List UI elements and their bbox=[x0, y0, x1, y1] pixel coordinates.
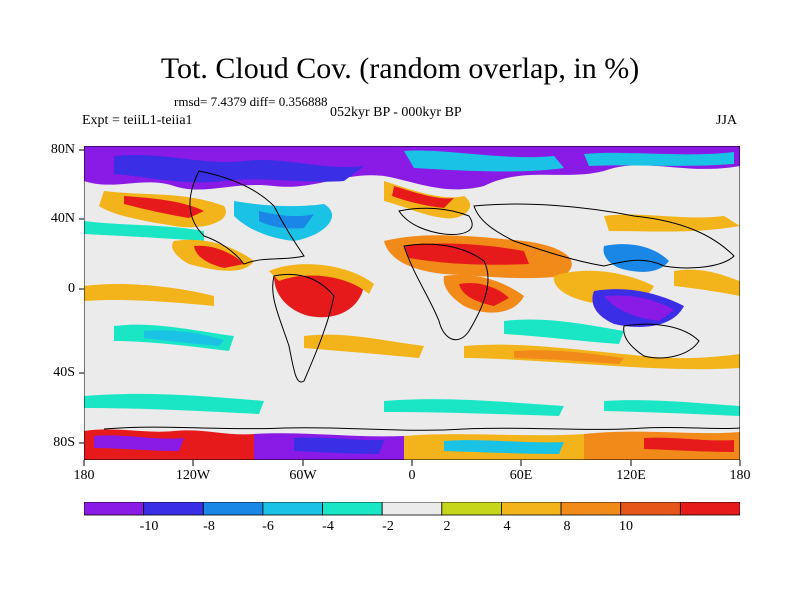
colorbar bbox=[84, 502, 740, 516]
colorbar-label: -2 bbox=[382, 519, 394, 534]
x-tick-label-0: 0 bbox=[408, 468, 416, 483]
coastlines bbox=[103, 170, 740, 431]
colorbar-label: 8 bbox=[563, 519, 571, 534]
colorbar-label: 4 bbox=[503, 519, 511, 534]
colorbar-label: -6 bbox=[262, 519, 274, 534]
colorbar-box bbox=[322, 502, 383, 516]
stats-text: rmsd= 7.4379 diff= 0.356888 bbox=[174, 94, 328, 109]
colorbar-label: -10 bbox=[139, 519, 159, 534]
colorbar-box bbox=[679, 502, 740, 516]
colorbar-box bbox=[202, 502, 264, 516]
colorbar-label: -8 bbox=[203, 519, 215, 534]
x-tick-label-120w: 120W bbox=[175, 468, 211, 483]
season-label: JJA bbox=[716, 113, 738, 128]
cloud-cover-map bbox=[84, 146, 740, 460]
colorbar-label: 10 bbox=[619, 519, 633, 534]
x-tick-label-180e: 180 bbox=[729, 468, 751, 483]
colorbar-box bbox=[501, 502, 562, 516]
x-tick-label-180w: 180 bbox=[73, 468, 95, 483]
y-tick-label-40n: 40N bbox=[50, 211, 75, 226]
colorbar-box bbox=[143, 502, 204, 516]
anomaly-fields bbox=[84, 146, 740, 460]
colorbar-box bbox=[620, 502, 681, 516]
colorbar-box bbox=[381, 502, 443, 516]
experiment-label: Expt = teiiL1-teiia1 bbox=[82, 113, 193, 128]
y-tick-label-80n: 80N bbox=[50, 142, 75, 157]
axis-ticks bbox=[79, 149, 741, 466]
x-tick-label-120e: 120E bbox=[616, 468, 646, 483]
y-tick-label-0: 0 bbox=[68, 281, 75, 296]
y-tick-label-80s: 80S bbox=[53, 435, 75, 450]
period-label: 052kyr BP - 000kyr BP bbox=[330, 105, 462, 120]
colorbar-label: -4 bbox=[322, 519, 334, 534]
colorbar-box bbox=[262, 502, 323, 516]
colorbar-box bbox=[441, 502, 502, 516]
colorbar-box bbox=[560, 502, 622, 516]
y-tick-label-40s: 40S bbox=[53, 365, 75, 380]
colorbar-label: 2 bbox=[443, 519, 451, 534]
x-tick-label-60e: 60E bbox=[509, 468, 533, 483]
colorbar-box bbox=[84, 502, 145, 516]
figure-title: Tot. Cloud Cov. (random overlap, in %) bbox=[160, 52, 640, 85]
x-tick-label-60w: 60W bbox=[289, 468, 317, 483]
